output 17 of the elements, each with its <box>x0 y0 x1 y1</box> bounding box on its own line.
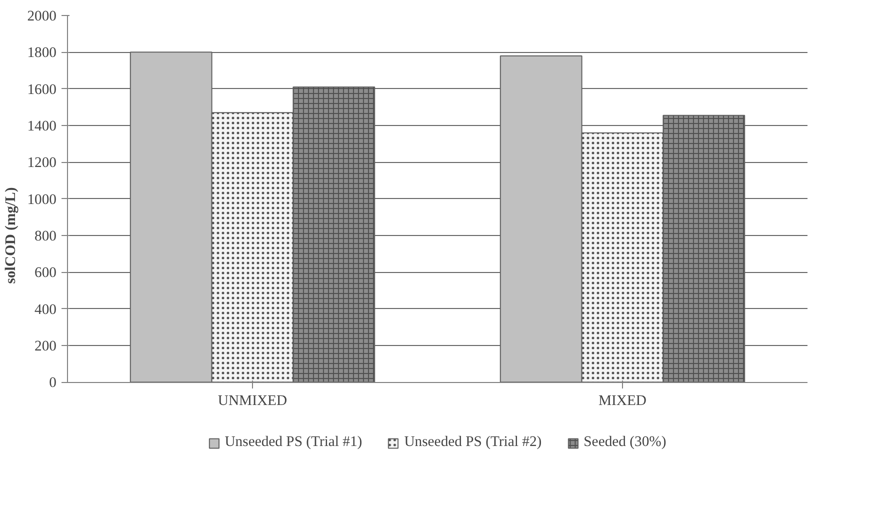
y-tick-label: 2000 <box>27 8 56 24</box>
y-tick-label: 800 <box>34 228 56 244</box>
y-tick-label: 400 <box>34 302 56 318</box>
legend-label: Unseeded PS (Trial #1) <box>224 434 362 451</box>
y-tick-label: 600 <box>34 265 56 282</box>
y-tick-label: 200 <box>34 338 56 354</box>
legend-label: Unseeded PS (Trial #2) <box>404 434 542 451</box>
y-tick-label: 1600 <box>27 82 56 98</box>
y-axis-title: solCOD (mg/L) <box>3 187 20 284</box>
y-tick-label: 1200 <box>27 155 56 172</box>
y-tick-label: 0 <box>49 375 56 392</box>
x-tick-label: UNMIXED <box>218 393 288 410</box>
y-tick-label: 1800 <box>27 45 56 62</box>
x-tick-label: MIXED <box>598 393 647 410</box>
y-tick-label: 1000 <box>27 192 56 208</box>
y-tick-label: 1400 <box>27 118 56 134</box>
legend-label: Seeded (30%) <box>584 434 666 451</box>
